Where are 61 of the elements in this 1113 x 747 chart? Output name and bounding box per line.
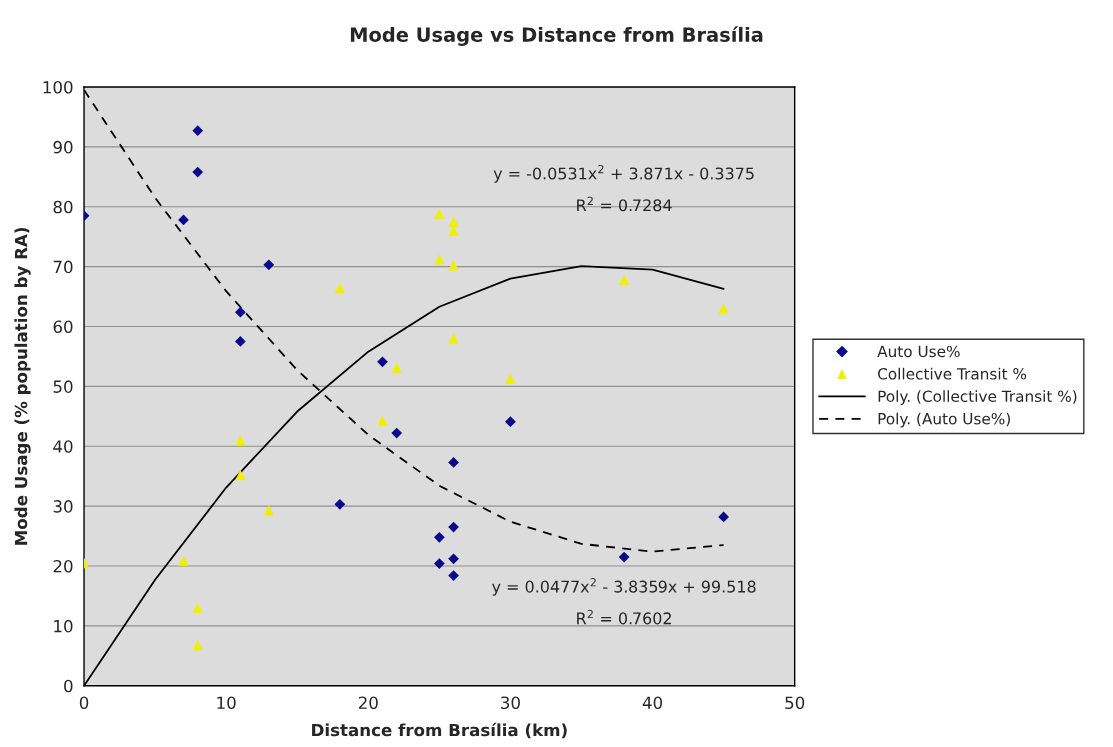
x-tick-label: 20 xyxy=(358,696,378,710)
point xyxy=(178,555,189,566)
point xyxy=(235,469,246,481)
point xyxy=(433,531,445,543)
x-tick-label: 0 xyxy=(79,696,89,710)
y-tick-label: 100 xyxy=(43,80,73,94)
legend-label: Poly. (Auto Use%) xyxy=(878,412,1010,428)
point xyxy=(192,166,204,178)
point xyxy=(718,511,729,523)
point xyxy=(618,274,630,285)
x-tick-label: 50 xyxy=(785,696,805,710)
chart-title: Mode Usage vs Distance from Brasília xyxy=(350,26,763,46)
y-tick-label: 60 xyxy=(53,320,73,334)
point xyxy=(334,283,346,294)
x-tick-label: 10 xyxy=(217,696,236,710)
y-axis-title: Mode Usage (% population by RA) xyxy=(14,227,31,545)
x-tick-label: 30 xyxy=(501,696,520,710)
point xyxy=(391,427,403,439)
legend-label: Auto Use% xyxy=(877,345,960,358)
annotation: y = 0.0477x$^{2}$ - 3.8359x + 99.518 xyxy=(492,578,756,596)
point xyxy=(235,306,246,318)
annotation: R$^{2}$ = 0.7602 xyxy=(577,609,671,625)
point xyxy=(391,362,402,373)
y-tick-label: 10 xyxy=(54,619,73,633)
y-tick-label: 90 xyxy=(53,140,73,154)
annotation: y = -0.0531x$^{2}$ + 3.871x - 0.3375 xyxy=(493,164,754,183)
point xyxy=(334,498,346,510)
y-tick-label: 50 xyxy=(53,380,73,393)
point xyxy=(377,356,388,368)
point xyxy=(235,435,246,446)
point xyxy=(192,639,203,651)
y-tick-label: 80 xyxy=(53,200,73,214)
point xyxy=(505,373,516,384)
point xyxy=(718,303,729,314)
point xyxy=(505,416,516,428)
point xyxy=(448,216,459,227)
point xyxy=(377,415,388,426)
point xyxy=(235,336,246,347)
point xyxy=(448,333,459,344)
point xyxy=(433,558,445,569)
point xyxy=(434,254,445,265)
point xyxy=(434,208,445,220)
point xyxy=(618,551,630,563)
point xyxy=(448,553,459,565)
x-tick-label: 40 xyxy=(642,696,663,710)
legend-label: Poly. (Collective Transit %) xyxy=(878,390,1077,405)
point xyxy=(448,457,459,468)
point xyxy=(448,570,459,581)
point xyxy=(192,602,203,614)
point xyxy=(192,125,204,137)
point xyxy=(448,260,459,271)
y-tick-label: 70 xyxy=(53,260,73,274)
point xyxy=(448,521,459,533)
point xyxy=(263,259,275,271)
x-axis-title: Distance from Brasília (km) xyxy=(312,722,567,739)
y-tick-label: 30 xyxy=(53,500,73,513)
annotation: R$^{2}$ = 0.7284 xyxy=(577,196,672,212)
y-tick-label: 0 xyxy=(64,679,73,693)
legend-label: Collective Transit % xyxy=(878,367,1027,380)
y-tick-label: 40 xyxy=(53,440,73,453)
y-tick-label: 20 xyxy=(53,559,73,573)
